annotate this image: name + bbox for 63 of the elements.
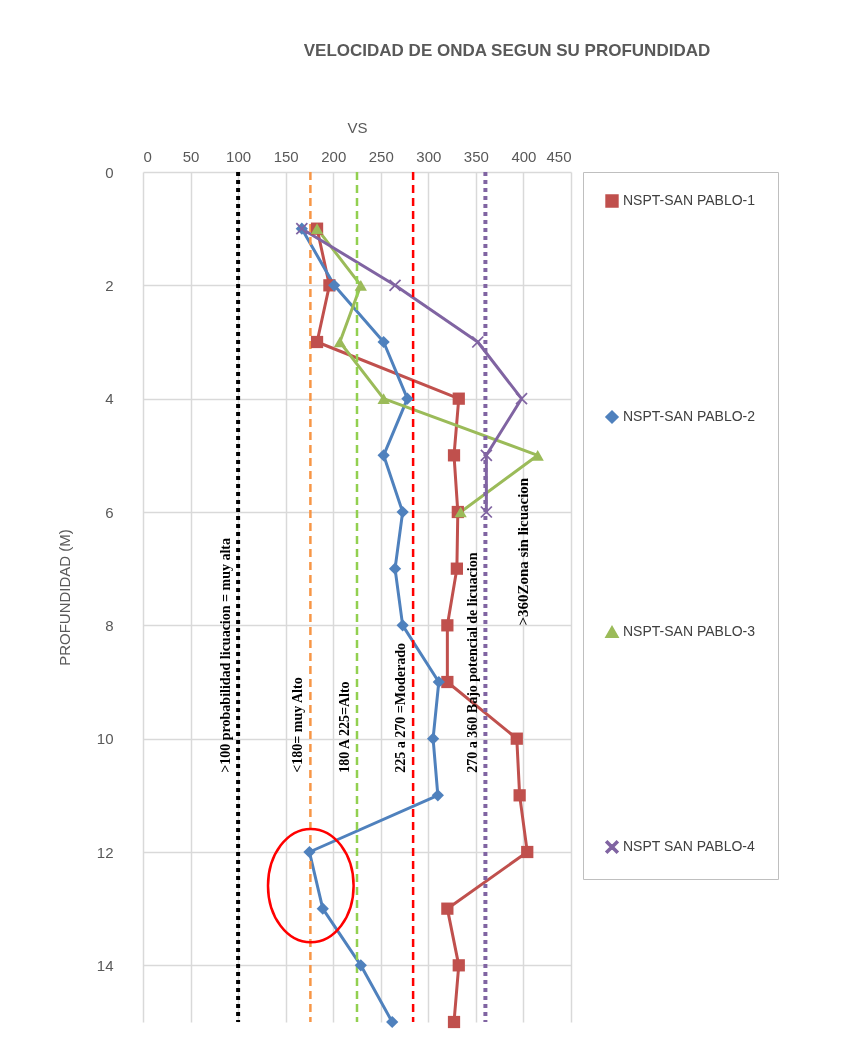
point <box>396 505 409 519</box>
point <box>531 450 544 461</box>
point <box>401 392 414 405</box>
y-tick-label: 2 <box>105 276 114 294</box>
x-tick-label: 350 <box>463 147 489 165</box>
point <box>510 732 523 745</box>
point <box>513 789 526 802</box>
point <box>521 845 534 859</box>
point <box>377 449 390 462</box>
ref-line-label: 180 A 225=Alto <box>337 681 352 773</box>
x-tick-label: 50 <box>182 147 200 165</box>
point <box>354 280 367 291</box>
legend-label: NSPT SAN PABLO-4 <box>623 838 755 854</box>
point <box>441 902 454 915</box>
y-tick-label: 8 <box>105 616 114 634</box>
point <box>452 392 465 405</box>
point <box>431 789 444 802</box>
ref-line-label: 225 a 270 =Moderado <box>393 642 409 773</box>
x-tick-label: 250 <box>368 147 394 165</box>
y-tick-label: 10 <box>96 730 114 748</box>
point <box>310 335 324 349</box>
point <box>441 619 454 632</box>
point <box>377 393 390 404</box>
ref-line-label: >100 probabilidad licuacion = muy alta <box>218 537 234 773</box>
y-tick-label: 14 <box>96 956 114 974</box>
x-tick-label: 200 <box>321 147 347 165</box>
y-tick-label: 6 <box>105 503 114 521</box>
point <box>354 959 367 972</box>
point <box>447 1015 461 1029</box>
legend-label: NSPT-SAN PABLO-1 <box>623 192 756 208</box>
annotation: >360Zona sin licuacion <box>515 477 532 626</box>
x-tick-label: 400 <box>511 147 537 165</box>
point <box>452 959 465 972</box>
point <box>333 336 346 348</box>
point <box>328 279 341 292</box>
x-axis-title: VS <box>347 118 368 136</box>
x-tick-label: 0 <box>143 147 152 165</box>
y-tick-label: 12 <box>96 843 114 861</box>
point <box>377 335 390 349</box>
x-tick-label: 150 <box>273 147 299 165</box>
point <box>450 562 463 575</box>
point <box>471 335 484 349</box>
point <box>432 675 445 689</box>
y-tick-label: 4 <box>105 390 114 408</box>
x-tick-label: 450 <box>546 147 572 165</box>
point <box>515 392 528 405</box>
x-tick-label: 100 <box>226 147 252 165</box>
point <box>447 449 461 462</box>
legend-label: NSPT-SAN PABLO-2 <box>623 408 756 424</box>
legend-label: NSPT-SAN PABLO-3 <box>623 623 756 639</box>
point <box>480 449 493 462</box>
ref-line-label: <180= muy Alto <box>290 677 306 773</box>
point <box>386 1015 399 1029</box>
chart-title: VELOCIDAD DE ONDA SEGUN SU PROFUNDIDAD <box>303 41 711 60</box>
x-tick-label: 300 <box>416 147 442 165</box>
y-axis-title: PROFUNDIDAD (M) <box>55 529 73 666</box>
point <box>316 902 329 915</box>
ref-line-label: 270 a 360 Bajo potencial de licuacion <box>465 552 481 773</box>
point <box>426 732 440 745</box>
y-tick-label: 0 <box>105 163 114 181</box>
point <box>388 562 402 575</box>
point <box>396 619 409 632</box>
point <box>303 845 316 859</box>
